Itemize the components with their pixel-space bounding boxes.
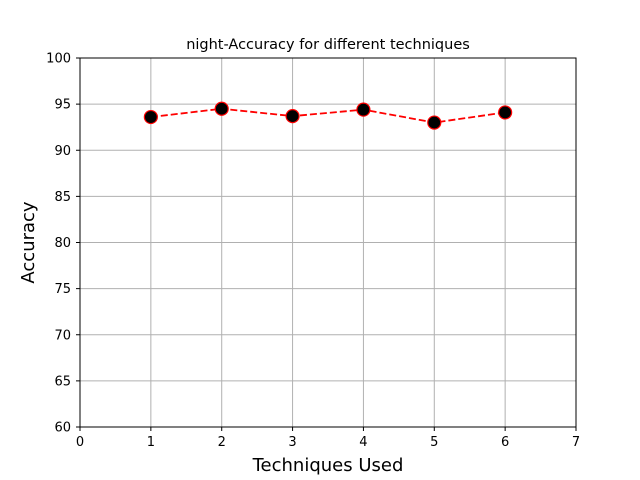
y-tick-label: 95 — [54, 98, 71, 113]
y-tick-label: 100 — [46, 52, 71, 67]
data-point — [214, 101, 229, 116]
data-series — [143, 101, 513, 130]
y-tick-label: 80 — [54, 236, 71, 251]
x-axis-ticks: 0 1 2 3 4 5 6 7 — [76, 427, 580, 450]
y-tick-label: 90 — [54, 144, 71, 159]
data-point — [143, 109, 158, 125]
data-point — [285, 109, 300, 124]
x-tick-label: 2 — [218, 435, 226, 450]
x-axis-title: Techniques Used — [252, 455, 404, 476]
x-tick-label: 4 — [359, 435, 367, 450]
data-point — [427, 115, 442, 130]
chart-title: night-Accuracy for different techniques — [186, 37, 470, 53]
y-tick-label: 85 — [54, 190, 71, 205]
y-tick-label: 70 — [54, 328, 71, 343]
x-tick-label: 0 — [76, 435, 84, 450]
series-line — [150, 107, 506, 124]
y-tick-label: 75 — [54, 282, 71, 297]
x-tick-label: 5 — [430, 435, 438, 450]
x-tick-label: 6 — [501, 435, 509, 450]
x-tick-label: 3 — [288, 435, 296, 450]
y-tick-label: 60 — [54, 421, 71, 436]
y-axis-title: Accuracy — [18, 201, 39, 284]
x-tick-label: 1 — [147, 435, 155, 450]
x-tick-label: 7 — [572, 435, 580, 450]
data-point — [356, 102, 371, 117]
y-tick-label: 65 — [54, 374, 71, 389]
y-axis-ticks: 60 65 70 75 80 85 90 95 100 — [46, 52, 80, 436]
data-point — [498, 105, 513, 120]
